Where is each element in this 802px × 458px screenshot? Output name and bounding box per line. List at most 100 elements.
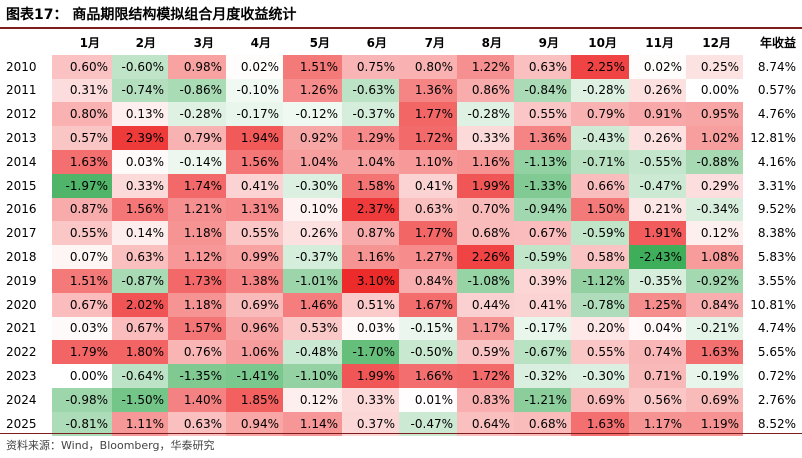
- return-cell: 0.21%: [629, 197, 686, 222]
- year-cell: 2018: [6, 250, 37, 265]
- annual-return-cell: 8.38%: [757, 226, 796, 241]
- table-row: 2012 0.80% 0.13% -0.28% -0.17% -0.12% -0.37% 1.…: [0, 102, 800, 127]
- return-cell: -0.14%: [168, 149, 226, 174]
- page-title: 图表17： 商品期限结构模拟组合月度收益统计: [6, 7, 297, 23]
- return-cell: 1.08%: [686, 245, 743, 269]
- return-cell: 1.21%: [168, 197, 226, 222]
- year-cell: 2021: [6, 321, 37, 336]
- return-cell: 0.71%: [629, 364, 686, 388]
- return-cell: 0.68%: [457, 221, 514, 246]
- return-cell: 0.67%: [514, 221, 571, 246]
- return-cell: 0.31%: [52, 78, 112, 103]
- table-row: 2021 0.03% 0.67% 1.57% 0.96% 0.53% 0.03% -0.15%…: [0, 316, 800, 341]
- return-cell: 0.76%: [168, 340, 226, 365]
- return-cell: 0.13%: [112, 102, 168, 127]
- return-cell: 0.66%: [571, 173, 629, 198]
- year-cell: 2011: [6, 83, 37, 98]
- return-cell: 0.67%: [112, 316, 168, 341]
- year-cell: 2025: [6, 416, 37, 431]
- annual-return-cell: 9.52%: [757, 202, 796, 217]
- return-cell: 0.55%: [52, 221, 112, 246]
- return-cell: 0.87%: [342, 221, 399, 246]
- return-cell: -0.10%: [226, 78, 283, 103]
- return-cell: -0.98%: [52, 387, 112, 412]
- return-cell: 0.03%: [112, 149, 168, 174]
- annual-return-cell: 3.31%: [757, 178, 796, 193]
- return-cell: 1.17%: [457, 316, 514, 341]
- return-cell: 0.03%: [52, 316, 112, 341]
- return-cell: -0.86%: [168, 78, 226, 103]
- table-row: 2025 -0.81% 1.11% 0.63% 0.94% 1.14% 0.37% -0.47…: [0, 411, 800, 436]
- return-cell: 2.02%: [112, 292, 168, 317]
- return-cell: 1.51%: [52, 268, 112, 293]
- return-cell: 1.56%: [112, 197, 168, 222]
- annual-return-cell: 4.74%: [757, 321, 796, 336]
- month-header: 4月: [250, 36, 271, 51]
- return-cell: 0.63%: [112, 245, 168, 269]
- return-cell: -0.17%: [514, 316, 571, 341]
- return-cell: -1.21%: [514, 387, 571, 412]
- year-cell: 2017: [6, 226, 37, 241]
- return-cell: 0.53%: [283, 316, 342, 341]
- return-cell: -0.28%: [457, 102, 514, 127]
- return-cell: 0.41%: [399, 173, 457, 198]
- return-cell: 0.95%: [686, 102, 743, 127]
- annual-return-cell: 2.76%: [757, 392, 796, 407]
- return-cell: 0.26%: [629, 78, 686, 103]
- annual-return-header: 年收益: [759, 36, 796, 51]
- return-cell: -1.10%: [283, 364, 342, 388]
- table-row: 2013 0.57% 2.39% 0.79% 1.94% 0.92% 1.29% 1.72% 0…: [0, 126, 800, 150]
- return-cell: 1.72%: [457, 364, 514, 388]
- return-cell: -0.15%: [399, 316, 457, 341]
- return-cell: 0.55%: [226, 221, 283, 246]
- return-cell: -1.70%: [342, 340, 399, 365]
- return-cell: -1.41%: [226, 364, 283, 388]
- year-cell: 2022: [6, 345, 37, 360]
- return-cell: 0.79%: [571, 102, 629, 127]
- return-cell: -0.34%: [686, 197, 743, 222]
- year-cell: 2024: [6, 392, 37, 407]
- return-cell: -0.17%: [226, 102, 283, 127]
- source-note: 资料来源：Wind，Bloomberg，华泰研究: [6, 439, 215, 452]
- return-cell: 1.12%: [168, 245, 226, 269]
- return-cell: 1.38%: [226, 268, 283, 293]
- return-cell: 1.79%: [52, 340, 112, 365]
- return-cell: 0.58%: [571, 245, 629, 269]
- return-cell: 0.02%: [226, 54, 283, 79]
- return-cell: 1.67%: [399, 292, 457, 317]
- return-cell: -2.43%: [629, 245, 686, 269]
- return-cell: -0.30%: [283, 173, 342, 198]
- return-cell: 1.85%: [226, 387, 283, 412]
- table-row: 2019 1.51% -0.87% 1.73% 1.38% -1.01% 3.10% 0.84…: [0, 268, 800, 293]
- return-cell: -0.43%: [571, 126, 629, 150]
- return-cell: 0.33%: [112, 173, 168, 198]
- return-cell: 0.91%: [629, 102, 686, 127]
- table-row: 2011 0.31% -0.74% -0.86% -0.10% 1.26% -0.63% 1.…: [0, 78, 800, 103]
- return-cell: 1.36%: [399, 78, 457, 103]
- return-cell: 1.57%: [168, 316, 226, 341]
- return-cell: 0.29%: [686, 173, 743, 198]
- return-cell: 1.36%: [514, 126, 571, 150]
- return-cell: -0.67%: [514, 340, 571, 365]
- return-cell: 1.18%: [168, 292, 226, 317]
- return-cell: -0.60%: [112, 54, 168, 79]
- return-cell: 0.68%: [514, 411, 571, 436]
- return-cell: 0.26%: [283, 221, 342, 246]
- return-cell: -1.33%: [514, 173, 571, 198]
- return-cell: 1.91%: [629, 221, 686, 246]
- title-divider: [0, 27, 802, 29]
- return-cell: -0.59%: [514, 245, 571, 269]
- return-cell: 0.26%: [629, 126, 686, 150]
- return-cell: 1.63%: [52, 149, 112, 174]
- return-cell: 0.63%: [168, 411, 226, 436]
- return-cell: -0.59%: [571, 221, 629, 246]
- return-cell: 1.02%: [686, 126, 743, 150]
- return-cell: 1.50%: [571, 197, 629, 222]
- return-cell: 0.56%: [629, 387, 686, 412]
- return-cell: 0.63%: [514, 54, 571, 79]
- month-header: 10月: [588, 36, 617, 51]
- table-row: 2024 -0.98% -1.50% 1.40% 1.85% 0.12% 0.33% 0.01…: [0, 387, 800, 412]
- return-cell: 1.11%: [112, 411, 168, 436]
- return-cell: 1.73%: [168, 268, 226, 293]
- return-cell: -0.47%: [399, 411, 457, 436]
